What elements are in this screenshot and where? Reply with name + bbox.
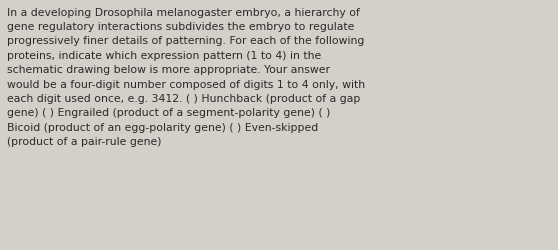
- Text: In a developing Drosophila melanogaster embryo, a hierarchy of
gene regulatory i: In a developing Drosophila melanogaster …: [7, 8, 365, 146]
